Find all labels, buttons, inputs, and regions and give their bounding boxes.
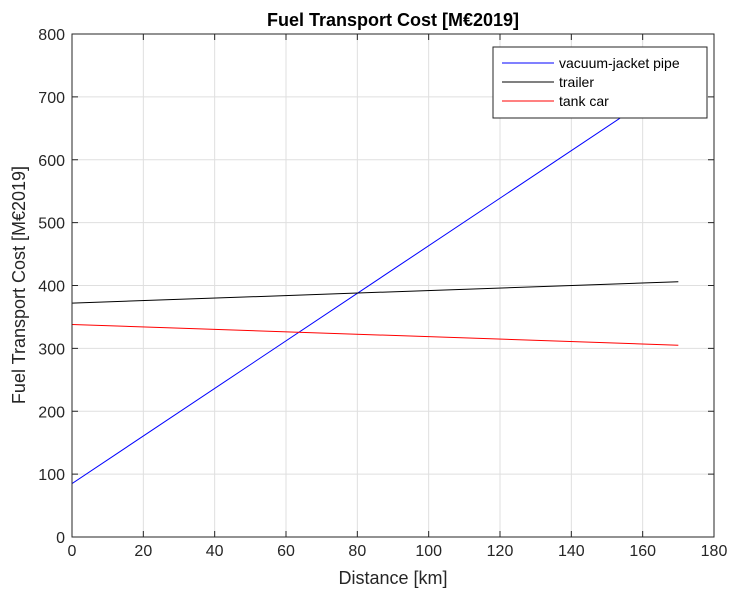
series-line-2	[72, 323, 679, 346]
series-line-0	[72, 78, 679, 484]
x-tick-label: 20	[134, 543, 152, 560]
y-tick-label: 500	[38, 216, 65, 233]
y-tick-label: 300	[38, 341, 65, 358]
y-tick-label: 200	[38, 404, 65, 421]
x-tick-label: 60	[277, 543, 295, 560]
legend-label-1: trailer	[559, 74, 594, 90]
legend-label-0: vacuum-jacket pipe	[559, 55, 680, 71]
tick-marks	[71, 33, 715, 538]
y-tick-label: 800	[38, 27, 65, 44]
y-tick-label: 0	[56, 530, 65, 547]
x-tick-label: 160	[629, 543, 656, 560]
x-axis-title: Distance [km]	[338, 568, 447, 588]
x-tick-label: 120	[487, 543, 514, 560]
legend-label-2: tank car	[559, 93, 609, 109]
y-tick-label: 700	[38, 90, 65, 107]
x-tick-label: 140	[558, 543, 585, 560]
series-layer	[72, 78, 679, 484]
x-tick-label: 0	[68, 543, 77, 560]
x-tick-label: 40	[206, 543, 224, 560]
series-line-1	[72, 281, 679, 304]
legend: vacuum-jacket pipe trailer tank car	[492, 46, 708, 119]
y-axis-title: Fuel Transport Cost [M€2019]	[9, 166, 29, 404]
x-tick-label: 100	[415, 543, 442, 560]
x-tick-labels: 0 20 40 60 80 100 120 140 160 180	[68, 543, 728, 560]
x-tick-label: 80	[348, 543, 366, 560]
y-tick-label: 100	[38, 467, 65, 484]
y-tick-label: 400	[38, 279, 65, 296]
chart-title: Fuel Transport Cost [M€2019]	[267, 10, 519, 30]
y-tick-labels: 0 100 200 300 400 500 600 700 800	[38, 27, 65, 547]
x-tick-label: 180	[701, 543, 728, 560]
y-tick-label: 600	[38, 153, 65, 170]
